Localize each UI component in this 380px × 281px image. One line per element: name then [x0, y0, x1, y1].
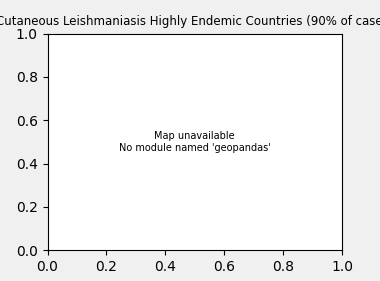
- Title: Cutaneous Leishmaniasis Highly Endemic Countries (90% of cases): Cutaneous Leishmaniasis Highly Endemic C…: [0, 15, 380, 28]
- Text: Map unavailable
No module named 'geopandas': Map unavailable No module named 'geopand…: [119, 131, 271, 153]
